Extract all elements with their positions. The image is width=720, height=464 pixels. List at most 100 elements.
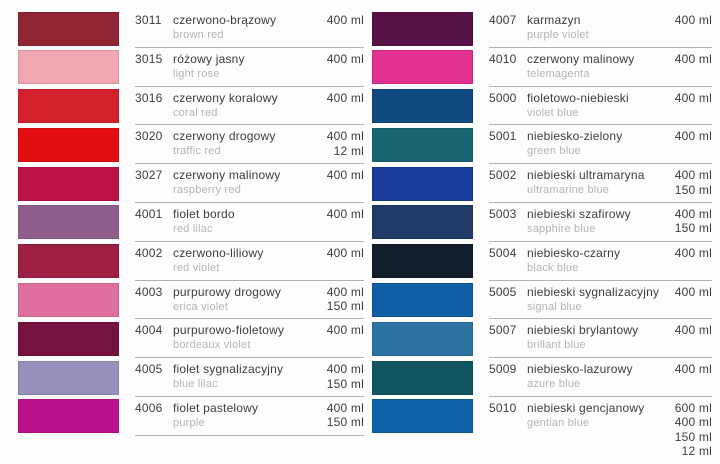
color-swatch (18, 360, 119, 395)
volume-label: 400 ml (326, 90, 364, 105)
volume-label: 400 ml (326, 168, 364, 183)
swatch-cell (372, 9, 489, 48)
volume-label: 400 ml (326, 129, 364, 144)
color-name-en: red lilac (173, 222, 213, 235)
volume-label: 150 ml (326, 376, 364, 391)
volume-label: 400 ml (674, 415, 712, 430)
volume-label: 150 ml (674, 221, 712, 236)
volume-label: 400 ml (674, 323, 712, 338)
swatch-cell (372, 358, 489, 397)
row-content: 5002 niebieski ultramaryna ultramarine b… (489, 164, 712, 203)
color-name-pl: czerwony malinowy (173, 168, 281, 183)
color-code: 4005 (135, 362, 163, 377)
volume-list: 400 ml (669, 246, 712, 261)
volume-list: 400 ml (321, 207, 364, 222)
volume-list: 400 ml (669, 129, 712, 144)
color-name-pl: czerwony koralowy (173, 90, 278, 105)
color-row: 4004 purpurowo-fioletowy bordeaux violet… (18, 319, 364, 359)
color-swatch (18, 11, 119, 46)
color-name-pl: czerwony malinowy (527, 51, 635, 66)
swatch-cell (372, 87, 489, 126)
color-names: niebieski brylantowy brillant blue (527, 323, 669, 352)
color-swatch (372, 127, 473, 162)
volume-list: 400 ml (321, 91, 364, 106)
color-row: 3016 czerwony koralowy coral red 400 ml (18, 87, 364, 126)
color-row: 5009 niebiesko-lazurowy azure blue 400 m… (372, 358, 712, 397)
volume-list: 400 ml (669, 52, 712, 67)
color-name-en: erica violet (173, 300, 228, 313)
swatch-cell (18, 125, 135, 164)
color-code: 4007 (489, 13, 517, 27)
swatch-cell (18, 9, 135, 48)
color-name-en: brillant blue (527, 339, 586, 352)
row-content: 4007 karmazyn purple violet 400 ml (489, 9, 712, 48)
row-content: 5005 niebieski sygnalizacyjny signal blu… (489, 281, 712, 320)
swatch-cell (18, 242, 135, 281)
color-code: 3015 (135, 51, 163, 66)
volume-list: 400 ml (669, 285, 712, 300)
volume-label: 400 ml (326, 323, 364, 338)
color-names: niebieski ultramaryna ultramarine blue (527, 168, 669, 197)
color-code: 5001 (489, 129, 517, 144)
volume-list: 400 ml (321, 323, 364, 338)
volume-label: 400 ml (674, 13, 712, 27)
volume-list: 400 ml 150 ml (669, 168, 712, 197)
row-content: 4004 purpurowo-fioletowy bordeaux violet… (135, 319, 364, 359)
swatch-cell (18, 397, 135, 436)
color-row: 5010 niebieski gencjanowy gentian blue 6… (372, 397, 712, 461)
color-code: 4003 (135, 284, 163, 299)
color-swatch (18, 127, 119, 162)
color-row: 5001 niebiesko-zielony green blue 400 ml (372, 125, 712, 165)
color-names: niebiesko-czarny black blue (527, 246, 669, 275)
volume-label: 150 ml (674, 429, 712, 444)
color-code: 5010 (489, 400, 517, 415)
swatch-cell (372, 319, 489, 358)
volume-label: 150 ml (326, 299, 364, 314)
volume-list: 400 ml (321, 52, 364, 67)
row-content: 3011 czerwono-brązowy brown red 400 ml (135, 9, 364, 48)
row-content: 5004 niebiesko-czarny black blue 400 ml (489, 242, 712, 281)
color-swatch (18, 166, 119, 201)
row-content: 3027 czerwony malinowy raspberry red 400… (135, 164, 364, 203)
color-row: 5002 niebieski ultramaryna ultramarine b… (372, 164, 712, 203)
volume-list: 400 ml (669, 362, 712, 377)
row-content: 5003 niebieski szafirowy sapphire blue 4… (489, 203, 712, 242)
swatch-cell (18, 203, 135, 242)
color-row: 5003 niebieski szafirowy sapphire blue 4… (372, 203, 712, 242)
color-name-en: black blue (527, 261, 579, 274)
color-name-pl: niebieski szafirowy (527, 206, 631, 221)
color-name-pl: karmazyn (527, 13, 581, 27)
row-content: 4010 czerwony malinowy telemagenta 400 m… (489, 48, 712, 87)
color-names: czerwono-brązowy brown red (173, 13, 321, 42)
color-name-en: sapphire blue (527, 222, 596, 235)
color-name-pl: niebieski brylantowy (527, 323, 639, 338)
swatch-cell (18, 48, 135, 87)
color-name-en: purple (173, 416, 205, 429)
color-names: niebiesko-lazurowy azure blue (527, 362, 669, 391)
row-content: 4003 purpurowy drogowy erica violet 400 … (135, 281, 364, 320)
row-content: 5007 niebieski brylantowy brillant blue … (489, 319, 712, 359)
color-code: 5000 (489, 90, 517, 105)
color-name-pl: niebieski ultramaryna (527, 168, 645, 183)
color-name-en: ultramarine blue (527, 184, 610, 197)
row-content: 5010 niebieski gencjanowy gentian blue 6… (489, 397, 712, 461)
color-code: 5007 (489, 323, 517, 338)
color-name-en: brown red (173, 29, 224, 41)
swatch-cell (372, 125, 489, 164)
color-name-pl: purpurowo-fioletowy (173, 323, 285, 338)
color-code: 5009 (489, 362, 517, 377)
color-code: 5004 (489, 245, 517, 260)
color-row: 4002 czerwono-liliowy red violet 400 ml (18, 242, 364, 281)
color-swatch (372, 283, 473, 318)
color-names: czerwony koralowy coral red (173, 91, 321, 120)
swatch-cell (372, 164, 489, 203)
color-swatch (372, 399, 473, 434)
row-content: 3016 czerwony koralowy coral red 400 ml (135, 87, 364, 126)
color-swatch (372, 321, 473, 356)
volume-list: 400 ml (669, 13, 712, 28)
color-row: 4006 fiolet pastelowy purple 400 ml 150 m… (18, 397, 364, 436)
swatch-cell (372, 281, 489, 320)
color-code: 3011 (135, 13, 162, 27)
volume-label: 12 ml (681, 444, 712, 459)
volume-list: 400 ml (669, 91, 712, 106)
